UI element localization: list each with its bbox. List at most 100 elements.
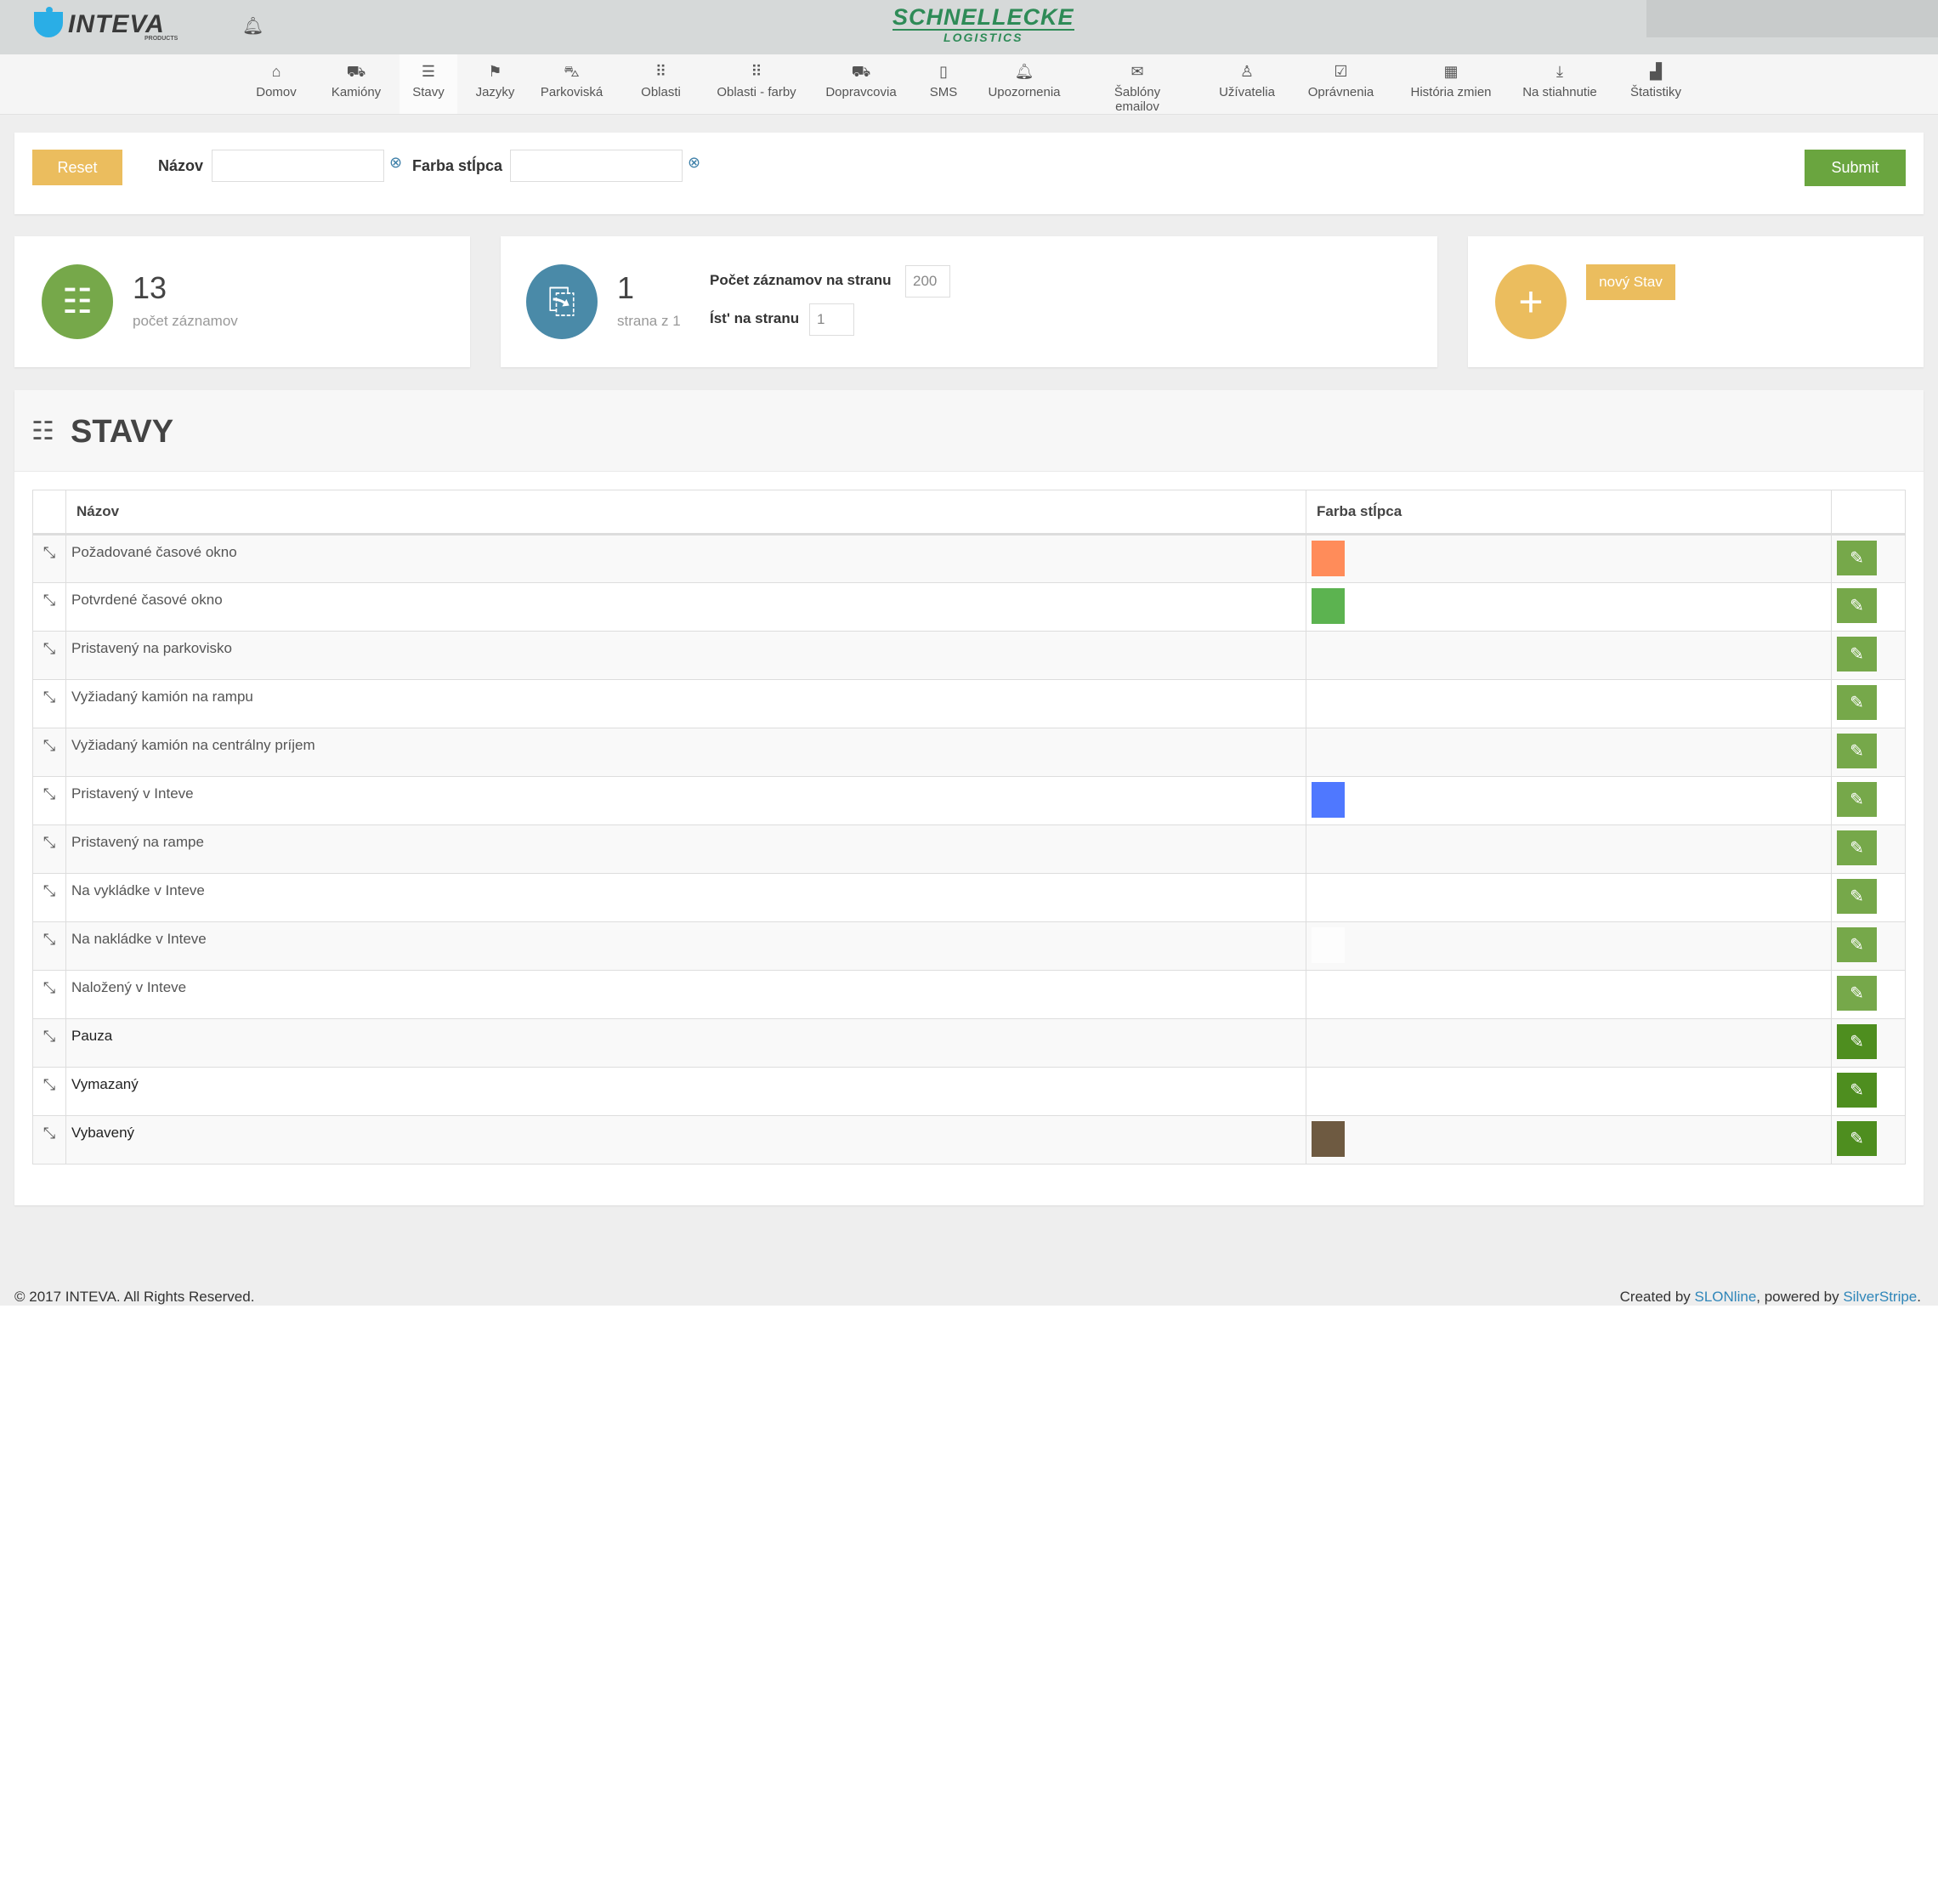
new-stav-button[interactable]: nový Stav (1586, 264, 1675, 300)
actions-cell: ✎ (1831, 921, 1906, 971)
goto-page-input[interactable] (809, 303, 854, 336)
color-cell (1306, 1067, 1832, 1116)
clear-color-icon[interactable]: ⊗ (688, 154, 701, 171)
drag-handle-icon[interactable]: ⤡ (32, 679, 66, 728)
drag-handle-icon[interactable]: ⤡ (32, 1018, 66, 1068)
logo-subtext: PRODUCTS (144, 36, 178, 42)
clear-name-icon[interactable]: ⊗ (389, 154, 403, 171)
edit-button[interactable]: ✎ (1837, 685, 1877, 720)
nav-item-upozornenia[interactable]: 🔔︎ Upozornenia (986, 54, 1062, 114)
edit-button[interactable]: ✎ (1837, 734, 1877, 768)
edit-icon: ✎ (1850, 790, 1864, 809)
list-icon: ☷ (31, 417, 54, 445)
drag-handle-icon[interactable]: ⤡ (32, 728, 66, 777)
edit-button[interactable]: ✎ (1837, 1073, 1877, 1108)
color-swatch (1312, 782, 1345, 818)
actions-cell: ✎ (1831, 1115, 1906, 1164)
drag-handle-icon[interactable]: ⤡ (32, 921, 66, 971)
color-cell (1306, 679, 1832, 728)
drag-handle-icon[interactable]: ⤡ (32, 534, 66, 583)
silverstripe-link[interactable]: SilverStripe (1843, 1289, 1918, 1305)
status-name: Vyžiadaný kamión na rampu (65, 679, 1306, 728)
drag-handle-icon[interactable]: ⤡ (32, 873, 66, 922)
reset-button[interactable]: Reset (32, 150, 122, 185)
edit-button[interactable]: ✎ (1837, 541, 1877, 575)
bell-icon[interactable]: 🔔︎ (242, 17, 264, 36)
color-cell (1306, 1115, 1832, 1164)
nav-item-sms[interactable]: ▯ SMS (926, 54, 960, 114)
edit-button[interactable]: ✎ (1837, 1024, 1877, 1059)
color-cell (1306, 631, 1832, 680)
grid-icon: ⠿ (654, 63, 667, 80)
record-count-label: počet záznamov (133, 313, 238, 329)
nav-item--tatistiky[interactable]: ▟ Štatistiky (1626, 54, 1686, 114)
handle-column-header (32, 490, 66, 536)
nav-label: Jazyky (475, 85, 515, 99)
nav-item-oblasti-farby[interactable]: ⠿ Oblasti - farby (710, 54, 803, 114)
edit-button[interactable]: ✎ (1837, 879, 1877, 914)
nav-item-kami-ny[interactable]: ⛟ Kamióny (327, 54, 385, 114)
truck-icon: ⛟ (346, 63, 366, 80)
panel-header (14, 390, 1924, 472)
color-cell (1306, 873, 1832, 922)
calendar-icon: ▦ (1443, 63, 1459, 80)
drag-handle-icon[interactable]: ⤡ (32, 1115, 66, 1164)
name-column-header[interactable]: Názov (65, 490, 1306, 536)
edit-button[interactable]: ✎ (1837, 588, 1877, 623)
nav-item-dopravcovia[interactable]: ⛟ Dopravcovia (823, 54, 899, 114)
drag-handle-icon[interactable]: ⤡ (32, 776, 66, 825)
nav-label: Kamióny (331, 85, 382, 99)
user-icon: ♙ (1239, 63, 1255, 80)
nav-item--abl-ny-emailov[interactable]: ✉ Šablóny emailov (1091, 54, 1184, 114)
drag-handle-icon[interactable]: ⤡ (32, 582, 66, 632)
name-filter-input[interactable] (212, 150, 384, 182)
actions-cell: ✎ (1831, 970, 1906, 1019)
actions-cell: ✎ (1831, 631, 1906, 680)
per-page-input[interactable] (905, 265, 950, 298)
nav-item-hist-ria-zmien[interactable]: ▦ História zmien (1404, 54, 1498, 114)
color-cell (1306, 728, 1832, 777)
edit-button[interactable]: ✎ (1837, 927, 1877, 962)
slonline-link[interactable]: SLONline (1694, 1289, 1757, 1305)
status-name: Požadované časové okno (65, 534, 1306, 583)
color-filter-input[interactable] (510, 150, 683, 182)
submit-button[interactable]: Submit (1805, 150, 1906, 186)
color-column-header[interactable]: Farba stĺpca (1306, 490, 1832, 536)
copyright: © 2017 INTEVA. All Rights Reserved. (14, 1289, 255, 1305)
edit-button[interactable]: ✎ (1837, 782, 1877, 817)
drag-handle-icon[interactable]: ⤡ (32, 631, 66, 680)
inteva-logo[interactable]: INTEVA PRODUCTS (34, 7, 178, 42)
nav-item-u-vatelia[interactable]: ♙ Užívatelia (1217, 54, 1277, 114)
color-cell (1306, 534, 1832, 583)
footer-credits: Created by SLONline, powered by SilverSt… (1620, 1289, 1921, 1306)
table-row: ⤡ Na nakládke v Inteve ✎ (32, 921, 1906, 971)
edit-button[interactable]: ✎ (1837, 637, 1877, 672)
nav-item-parkovisk-[interactable]: ⛍ Parkoviská (540, 54, 604, 114)
status-name: Pristavený na rampe (65, 824, 1306, 874)
table-row: ⤡ Pristavený na rampe ✎ (32, 824, 1906, 874)
nav-label: Dopravcovia (825, 85, 897, 99)
table-row: ⤡ Vyžiadaný kamión na centrálny príjem ✎ (32, 728, 1906, 777)
nav-item-domov[interactable]: ⌂ Domov (255, 54, 298, 114)
phone-icon: ▯ (939, 63, 948, 80)
nav-item-jazyky[interactable]: ⚑ Jazyky (472, 54, 518, 114)
edit-icon: ✎ (1850, 742, 1864, 761)
edit-icon: ✎ (1850, 887, 1864, 906)
nav-item-opr-vnenia[interactable]: ☑ Oprávnenia (1305, 54, 1377, 114)
drag-handle-icon[interactable]: ⤡ (32, 1067, 66, 1116)
plus-icon[interactable]: + (1495, 264, 1567, 339)
grid-icon: ⠿ (751, 63, 762, 80)
stavy-table: Názov Farba stĺpca ⤡ Požadované časové ok… (32, 490, 1906, 1164)
edit-button[interactable]: ✎ (1837, 1121, 1877, 1156)
edit-button[interactable]: ✎ (1837, 830, 1877, 865)
nav-item-oblasti[interactable]: ⠿ Oblasti (633, 54, 688, 114)
drag-handle-icon[interactable]: ⤡ (32, 970, 66, 1019)
list-icon: ☰ (421, 63, 436, 80)
edit-button[interactable]: ✎ (1837, 976, 1877, 1011)
inteva-logo-mark (34, 7, 63, 37)
list-icon: ☷ (42, 264, 113, 339)
actions-cell: ✎ (1831, 1018, 1906, 1068)
drag-handle-icon[interactable]: ⤡ (32, 824, 66, 874)
nav-item-na-stiahnutie[interactable]: ⤓ Na stiahnutie (1517, 54, 1602, 114)
nav-item-stavy[interactable]: ☰ Stavy (400, 54, 457, 114)
